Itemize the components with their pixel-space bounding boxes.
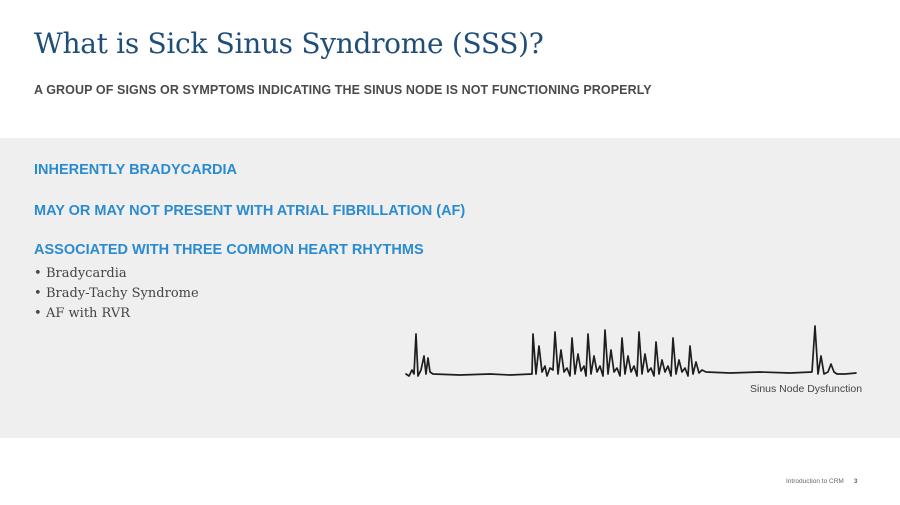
list-item-label: Brady-Tachy Syndrome xyxy=(46,286,199,301)
heading-atrial-fibrillation: MAY OR MAY NOT PRESENT WITH ATRIAL FIBRI… xyxy=(34,203,466,219)
content-panel: INHERENTLY BRADYCARDIA MAY OR MAY NOT PR… xyxy=(0,138,900,438)
list-item: • Brady-Tachy Syndrome xyxy=(34,284,199,304)
page-number: 3 xyxy=(853,478,858,485)
list-item-label: AF with RVR xyxy=(46,306,131,321)
page-title: What is Sick Sinus Syndrome (SSS)? xyxy=(34,27,544,60)
bullet-icon: • xyxy=(34,306,42,321)
bullet-icon: • xyxy=(34,266,42,281)
heading-heart-rhythms: ASSOCIATED WITH THREE COMMON HEART RHYTH… xyxy=(34,242,424,258)
bullet-icon: • xyxy=(34,286,42,301)
page-subtitle: A GROUP OF SIGNS OR SYMPTOMS INDICATING … xyxy=(34,83,652,97)
list-item: • AF with RVR xyxy=(34,304,199,324)
heading-inherently-bradycardia: INHERENTLY BRADYCARDIA xyxy=(34,162,238,178)
ecg-trace-line xyxy=(405,325,857,377)
list-item-label: Bradycardia xyxy=(46,266,127,281)
list-item: • Bradycardia xyxy=(34,264,199,284)
ecg-trace-illustration xyxy=(405,325,857,377)
footer-text: Introduction to CRM xyxy=(786,478,844,485)
figure-caption: Sinus Node Dysfunction xyxy=(750,383,863,395)
slide-footer: Introduction to CRM 3 xyxy=(786,478,857,485)
rhythm-list: • Bradycardia • Brady-Tachy Syndrome • AF w… xyxy=(34,264,199,324)
